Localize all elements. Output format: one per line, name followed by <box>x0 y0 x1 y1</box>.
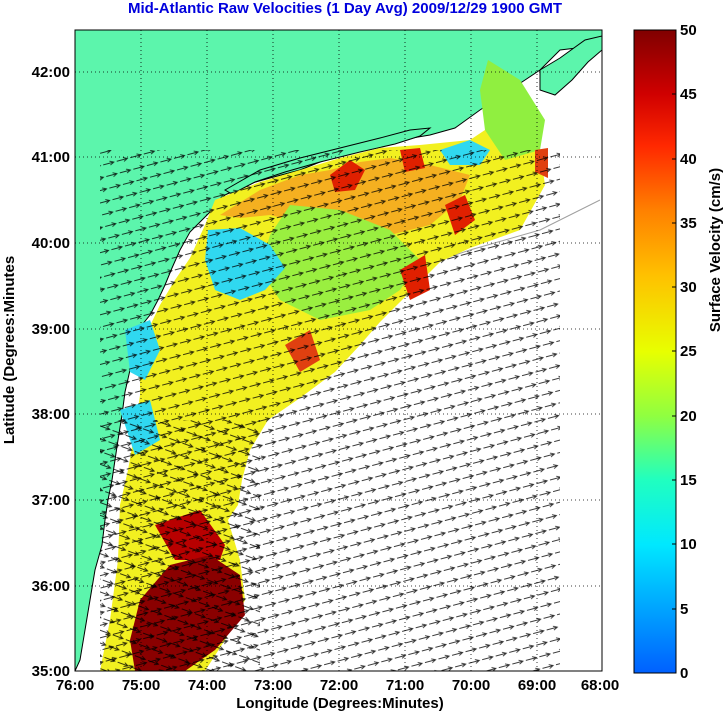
colorbar: 0 5 10 15 20 25 30 35 40 45 50 Surface V… <box>633 22 724 682</box>
y-tick-label: 40:00 <box>32 235 70 252</box>
plot-frame <box>74 29 603 672</box>
colorbar-tick-label: 40 <box>680 151 697 168</box>
x-tick-label: 73:00 <box>254 677 292 694</box>
colorbar-tick-label: 5 <box>680 601 688 618</box>
colorbar-tick-label: 35 <box>680 215 697 232</box>
y-axis-label: Latitude (Degrees:Minutes <box>1 256 18 444</box>
x-tick-label: 68:00 <box>581 677 619 694</box>
x-tick-label: 72:00 <box>320 677 358 694</box>
colorbar-tick-label: 25 <box>680 343 697 360</box>
y-tick-label: 39:00 <box>32 321 70 338</box>
colorbar-tick-label: 10 <box>680 536 697 553</box>
y-tick-label: 41:00 <box>32 149 70 166</box>
colorbar-tick-label: 45 <box>680 86 697 103</box>
x-tick-label: 75:00 <box>122 677 160 694</box>
x-tick-label: 71:00 <box>386 677 424 694</box>
y-tick-label: 42:00 <box>32 64 70 81</box>
y-tick-label: 36:00 <box>32 578 70 595</box>
y-tick-label: 37:00 <box>32 492 70 509</box>
x-axis: 76:00 75:00 74:00 73:00 72:00 71:00 70:0… <box>56 677 619 712</box>
colorbar-tick-label: 15 <box>680 472 697 489</box>
colorbar-tick-label: 50 <box>680 22 697 39</box>
colorbar-tick-label: 20 <box>680 408 697 425</box>
x-axis-label: Longitude (Degrees:Minutes) <box>236 695 444 712</box>
x-tick-label: 70:00 <box>452 677 490 694</box>
velocity-field <box>100 60 560 671</box>
colorbar-label: Surface Velocity (cm/s) <box>707 168 724 332</box>
y-axis: 35:00 36:00 37:00 38:00 39:00 40:00 41:0… <box>1 64 70 680</box>
colorbar-tick-label: 30 <box>680 279 697 296</box>
map-title: Mid-Atlantic Raw Velocities (1 Day Avg) … <box>127 0 563 17</box>
colorbar-tick-label: 0 <box>680 665 688 682</box>
grid-lines <box>75 30 602 671</box>
x-tick-label: 69:00 <box>518 677 556 694</box>
x-tick-label: 76:00 <box>56 677 94 694</box>
colorbar-scale <box>633 29 677 674</box>
y-tick-label: 35:00 <box>32 663 70 680</box>
y-tick-label: 38:00 <box>32 406 70 423</box>
x-tick-label: 74:00 <box>188 677 226 694</box>
cape-cod <box>539 35 602 96</box>
